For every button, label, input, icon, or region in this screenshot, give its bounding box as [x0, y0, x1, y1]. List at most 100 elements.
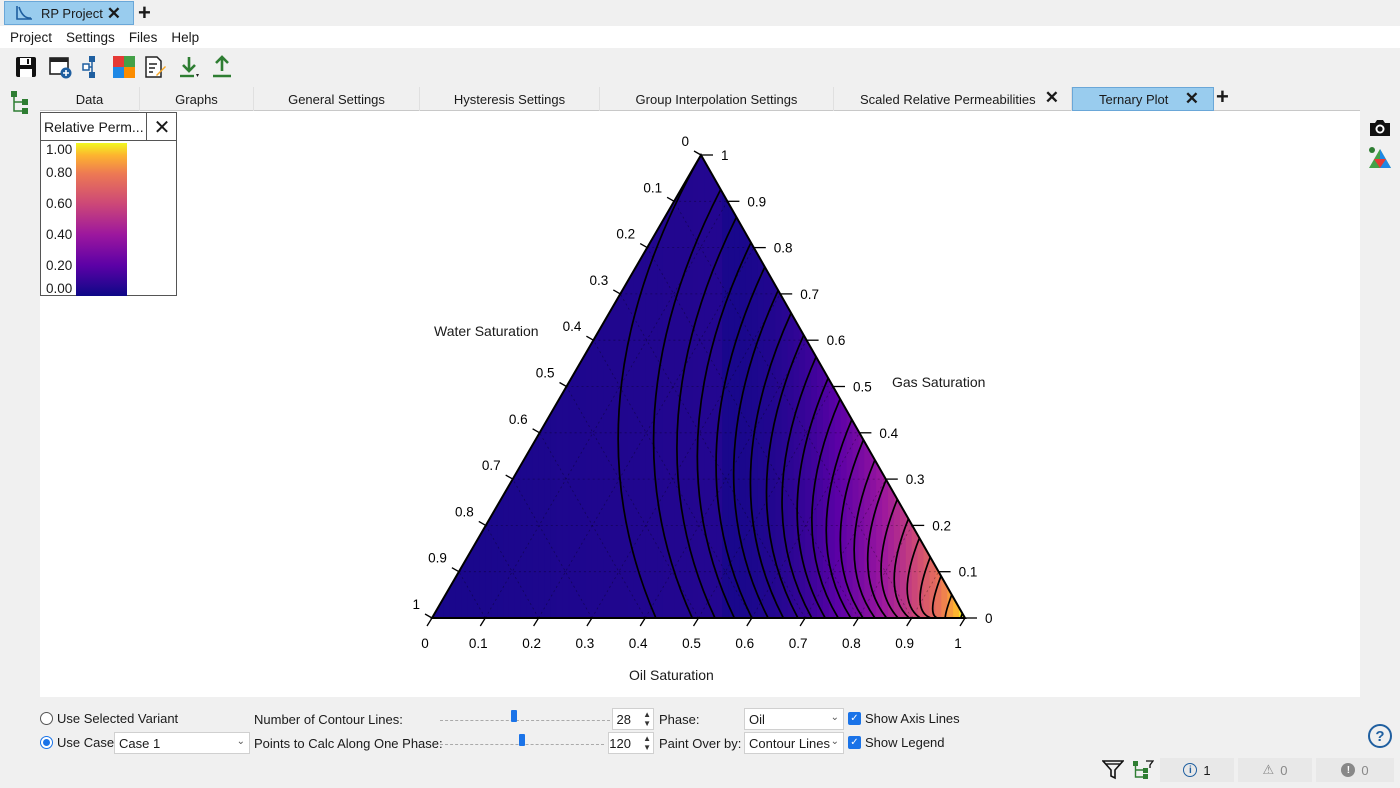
left-axis-tick-label: 0: [681, 134, 689, 149]
puzzle-icon[interactable]: [112, 55, 136, 79]
save-icon[interactable]: [14, 55, 38, 79]
right-axis-tick-label: 0.3: [906, 472, 925, 487]
contour-lines: [617, 155, 964, 618]
help-icon: ?: [1375, 727, 1385, 745]
num-contour-slider[interactable]: [440, 708, 610, 730]
legend-color-bar: [76, 143, 127, 296]
menu-settings[interactable]: Settings: [66, 29, 115, 45]
slider-thumb[interactable]: [511, 710, 518, 722]
axis-tick-mark: [692, 617, 700, 627]
right-axis-tick-label: 0.4: [879, 426, 898, 441]
download-icon[interactable]: [177, 55, 201, 79]
info-count-value: 1: [1203, 762, 1211, 778]
phase-select[interactable]: Oil ⌄: [744, 708, 844, 730]
axis-tick-mark: [533, 617, 540, 627]
help-button[interactable]: ?: [1368, 724, 1392, 748]
filter-icon[interactable]: [1102, 760, 1124, 780]
new-window-tab-button[interactable]: +: [138, 0, 151, 25]
show-legend-label: Show Legend: [865, 735, 945, 750]
menu-bar: Project Settings Files Help: [0, 26, 1400, 48]
axis-tick-mark: [693, 150, 702, 156]
hierarchy-icon[interactable]: [80, 55, 104, 79]
tab-label: Ternary Plot: [1099, 91, 1169, 107]
points-spinner[interactable]: 120 ▲ ▼: [608, 732, 654, 754]
color-legend: Relative Perm... ✕ 1.00 0.80 0.60 0.40 0…: [40, 112, 177, 296]
bottom-axis-tick-label: 0.5: [682, 636, 701, 651]
axis-tick-mark: [639, 617, 646, 627]
ternary-settings-icon[interactable]: [1368, 146, 1392, 170]
close-icon[interactable]: ✕: [1044, 88, 1059, 107]
left-axis-tick-label: 0.3: [590, 273, 609, 288]
contour-fill: [432, 155, 965, 618]
spinner-arrows-icon[interactable]: ▲ ▼: [643, 734, 651, 752]
tab-hysteresis-settings[interactable]: Hysteresis Settings: [420, 87, 600, 111]
right-axis-tick-label: 0.1: [959, 565, 978, 580]
spinner-arrows-icon[interactable]: ▲ ▼: [643, 710, 651, 728]
edit-document-icon[interactable]: [143, 55, 167, 79]
show-legend-checkbox[interactable]: ✓: [848, 736, 861, 749]
add-tab-button[interactable]: +: [1216, 84, 1229, 109]
axis-tick-mark: [799, 617, 806, 627]
show-axis-lines-label: Show Axis Lines: [865, 711, 960, 726]
paint-select-value: Contour Lines: [749, 735, 830, 751]
legend-tick: 0.40: [46, 227, 73, 242]
close-icon[interactable]: ✕: [106, 4, 121, 23]
axis-tick-mark: [479, 617, 486, 627]
tree-icon[interactable]: [10, 90, 32, 116]
chevron-down-icon: ⌄: [830, 712, 839, 723]
left-axis-tick-label: 0.6: [509, 412, 528, 427]
left-axis-tick-label: 0.5: [536, 366, 555, 381]
ternary-plot: 0 0 1 0.1 0.1 0.9 0.2 0.2 0.8 0.3 0.3 0.7 0.4 0.4 0.6 0…: [412, 134, 993, 651]
chart-logo-icon: [16, 6, 32, 20]
slider-thumb[interactable]: [518, 734, 525, 746]
info-count[interactable]: i 1: [1160, 758, 1234, 782]
warning-count-value: 0: [1280, 762, 1288, 778]
tab-group-interpolation-settings[interactable]: Group Interpolation Settings: [600, 87, 834, 111]
tab-graphs[interactable]: Graphs: [140, 87, 254, 111]
axis-tick-mark: [426, 617, 433, 627]
upload-icon[interactable]: [210, 55, 234, 79]
tab-label: Scaled Relative Permeabilities: [860, 91, 1036, 107]
left-axis-tick-label: 0.1: [643, 180, 662, 195]
window-tab-bar: RP Project ✕ +: [0, 0, 1400, 25]
axis-tick-mark: [666, 196, 675, 202]
legend-header: Relative Perm... ✕: [41, 113, 176, 141]
num-contour-spinner[interactable]: 28 ▲ ▼: [612, 708, 654, 730]
axis-tick-mark: [746, 617, 753, 627]
menu-project[interactable]: Project: [10, 29, 53, 45]
bottom-axis-tick-label: 0.1: [469, 636, 488, 651]
left-axis-tick-label: 0.8: [455, 504, 474, 519]
right-axis-tick-label: 0: [985, 611, 993, 626]
points-value: 120: [609, 735, 631, 751]
menu-help[interactable]: Help: [171, 29, 200, 45]
tab-ternary-plot[interactable]: Ternary Plot ✕: [1072, 87, 1214, 111]
bottom-axis-tick-label: 0.2: [522, 636, 541, 651]
tab-data[interactable]: Data: [40, 87, 140, 111]
close-icon[interactable]: ✕: [1184, 89, 1199, 108]
axis-tick-mark: [852, 617, 859, 627]
use-selected-variant-radio[interactable]: [40, 712, 53, 725]
case-select[interactable]: Case 1 ⌄: [114, 732, 250, 754]
window-tab-rp-project[interactable]: RP Project ✕: [4, 1, 134, 25]
close-icon[interactable]: ✕: [146, 113, 177, 141]
paint-label: Paint Over by:: [659, 736, 742, 751]
axis-tick-mark: [906, 617, 913, 627]
use-case-radio[interactable]: [40, 736, 53, 749]
error-count[interactable]: ! 0: [1316, 758, 1394, 782]
chevron-down-icon: ⌄: [236, 736, 245, 747]
points-slider[interactable]: [440, 732, 604, 754]
paint-select[interactable]: Contour Lines ⌄: [744, 732, 844, 754]
bottom-axis-tick-label: 0.9: [895, 636, 914, 651]
warning-count[interactable]: ⚠ 0: [1238, 758, 1312, 782]
new-window-icon[interactable]: [48, 55, 72, 79]
bottom-axis-tick-label: 0.7: [789, 636, 808, 651]
axis-tick-mark: [559, 381, 567, 388]
tab-scaled-relative-permeabilities[interactable]: Scaled Relative Permeabilities ✕: [834, 87, 1072, 111]
error-icon: !: [1341, 763, 1356, 777]
menu-files[interactable]: Files: [128, 29, 158, 45]
tree-filter-icon[interactable]: [1132, 760, 1154, 780]
tab-general-settings[interactable]: General Settings: [254, 87, 420, 111]
camera-icon[interactable]: [1368, 116, 1392, 140]
axis-tick-mark: [959, 617, 966, 627]
show-axis-lines-checkbox[interactable]: ✓: [848, 712, 861, 725]
